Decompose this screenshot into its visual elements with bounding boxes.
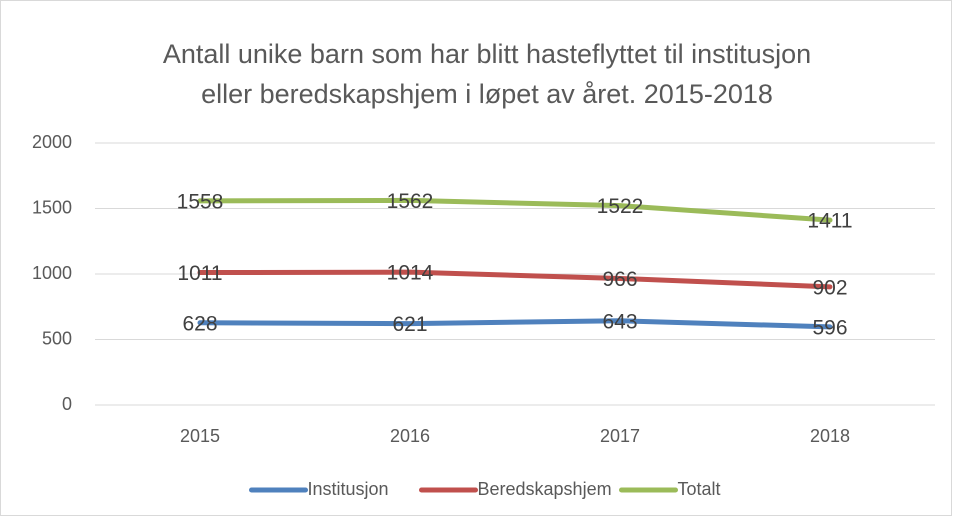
y-tick-label: 2000 — [32, 132, 72, 152]
x-tick-label: 2018 — [810, 426, 850, 446]
data-label: 643 — [602, 310, 637, 333]
x-tick-label: 2016 — [390, 426, 430, 446]
x-tick-label: 2017 — [600, 426, 640, 446]
series-line — [197, 318, 833, 330]
series-line — [197, 269, 833, 290]
data-label: 1411 — [807, 210, 852, 233]
y-tick-label: 1000 — [32, 263, 72, 283]
data-label: 1562 — [387, 190, 434, 213]
legend-label: Institusjon — [308, 479, 389, 499]
data-label: 621 — [392, 313, 427, 336]
data-label: 1011 — [177, 262, 222, 285]
y-tick-label: 0 — [62, 394, 72, 414]
y-tick-label: 500 — [42, 328, 72, 348]
y-tick-label: 1500 — [32, 197, 72, 217]
legend-label: Beredskapshjem — [478, 479, 612, 499]
data-label: 1558 — [177, 190, 224, 213]
chart-title: eller beredskapshjem i løpet av året. 20… — [201, 79, 773, 109]
data-label: 902 — [812, 276, 847, 299]
x-tick-label: 2015 — [180, 426, 220, 446]
data-label: 1522 — [597, 195, 644, 218]
data-label: 966 — [602, 268, 637, 291]
series-line — [197, 197, 833, 223]
data-label: 596 — [812, 316, 847, 339]
data-label: 628 — [182, 312, 217, 335]
legend-label: Totalt — [678, 479, 721, 499]
chart-title: Antall unike barn som har blitt hastefly… — [163, 39, 811, 69]
data-label: 1014 — [387, 262, 434, 285]
